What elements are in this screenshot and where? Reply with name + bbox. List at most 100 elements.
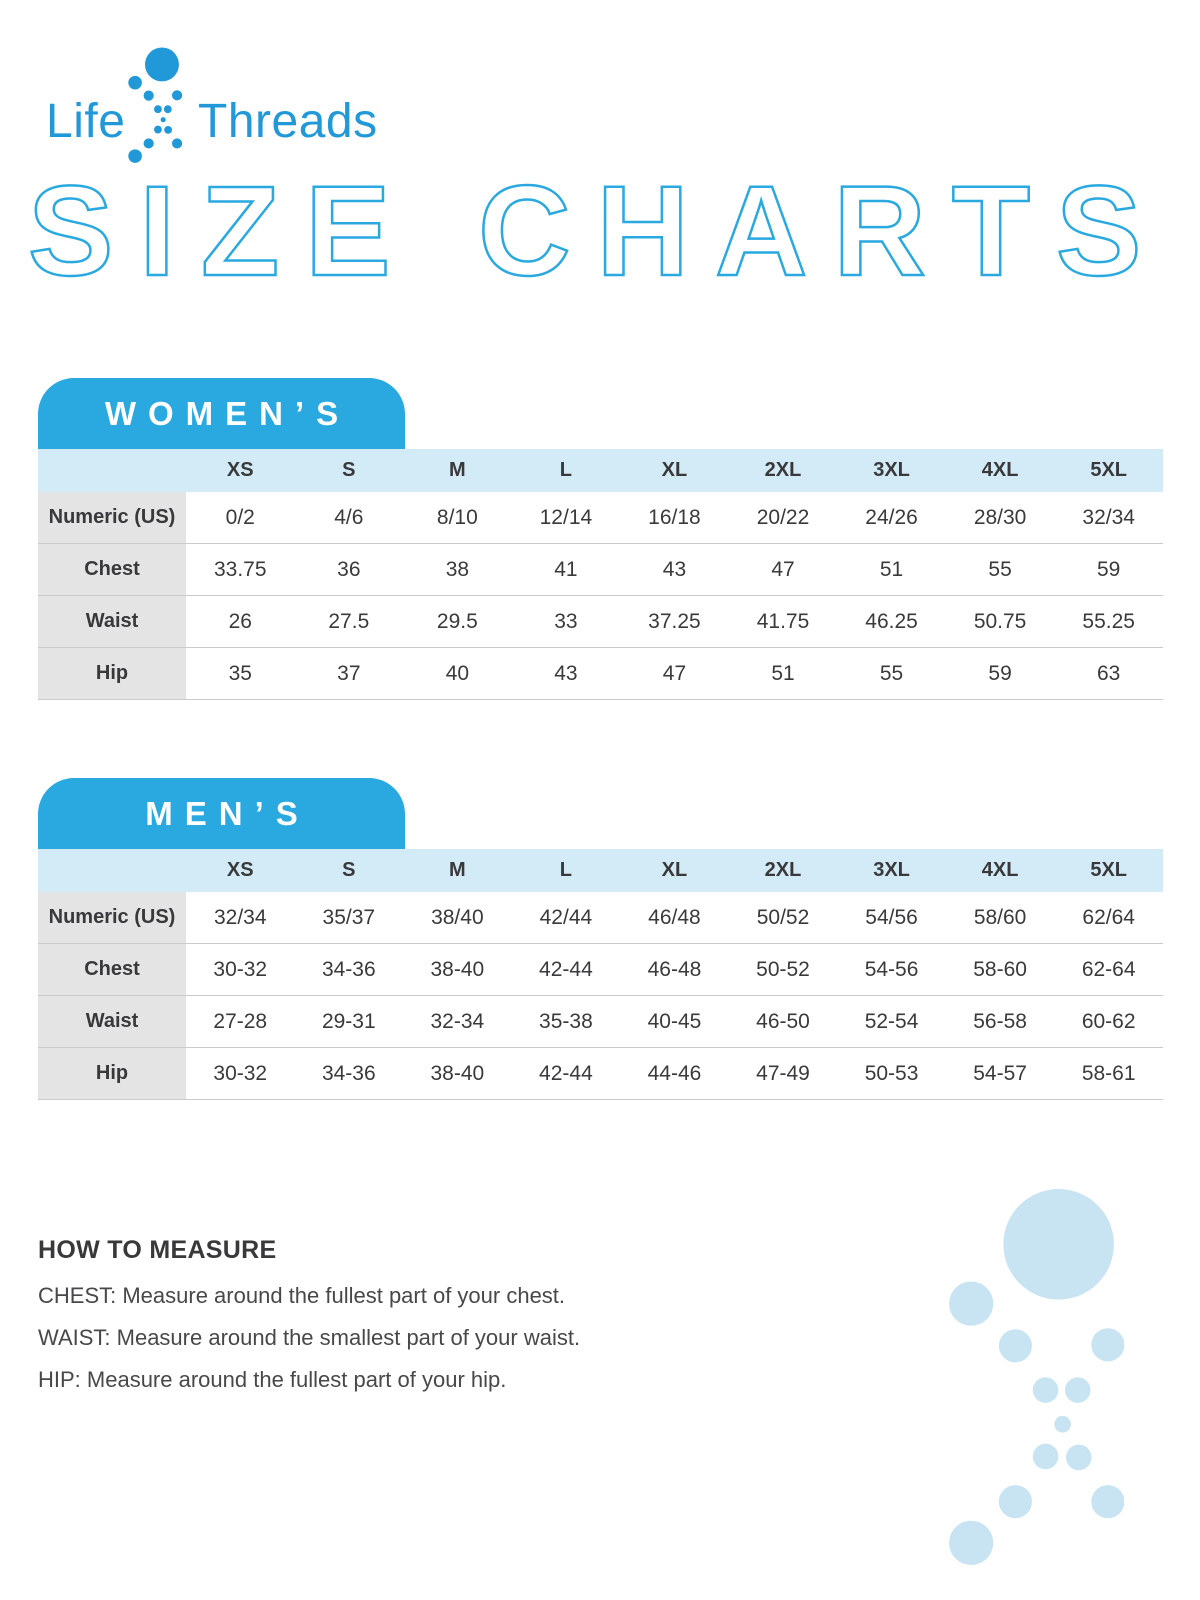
table-row: Hip 30-32 34-36 38-40 42-44 44-46 47-49 … xyxy=(38,1047,1163,1100)
cell: 43 xyxy=(511,647,621,700)
cell: 50-53 xyxy=(837,1047,946,1100)
cell: 40-45 xyxy=(620,995,729,1048)
cell: 8/10 xyxy=(403,492,512,544)
cell: 54-56 xyxy=(837,943,946,996)
cell: 38-40 xyxy=(403,1047,512,1100)
row-label: Hip xyxy=(38,647,186,700)
size-col-header: XL xyxy=(620,449,729,492)
cell: 16/18 xyxy=(620,492,729,544)
size-col-header: 2XL xyxy=(728,849,838,892)
cell: 37.25 xyxy=(620,595,729,648)
size-col-header: XS xyxy=(186,449,295,492)
cell: 55 xyxy=(837,647,946,700)
cell: 46/48 xyxy=(620,892,729,944)
cell: 26 xyxy=(186,595,295,648)
table-row: Numeric (US) 32/34 35/37 38/40 42/44 46/… xyxy=(38,892,1163,944)
cell: 32/34 xyxy=(186,892,295,944)
size-col-header: 2XL xyxy=(728,449,838,492)
cell: 40 xyxy=(403,647,512,700)
cell: 20/22 xyxy=(728,492,838,544)
cell: 55 xyxy=(945,543,1055,596)
cell: 29-31 xyxy=(294,995,404,1048)
size-col-header: M xyxy=(403,849,512,892)
how-to-measure-heading: HOW TO MEASURE xyxy=(38,1236,277,1264)
table-row: Chest 30-32 34-36 38-40 42-44 46-48 50-5… xyxy=(38,943,1163,996)
cell: 42-44 xyxy=(511,943,621,996)
cell: 46-50 xyxy=(728,995,838,1048)
cell: 41 xyxy=(511,543,621,596)
row-label: Chest xyxy=(38,543,186,596)
cell: 30-32 xyxy=(186,1047,295,1100)
cell: 59 xyxy=(945,647,1055,700)
womens-tab: WOMEN’S xyxy=(38,378,405,449)
cell: 58-60 xyxy=(945,943,1055,996)
cell: 47 xyxy=(620,647,729,700)
cell: 12/14 xyxy=(511,492,621,544)
cell: 51 xyxy=(728,647,838,700)
cell: 4/6 xyxy=(294,492,404,544)
cell: 29.5 xyxy=(403,595,512,648)
cell: 38 xyxy=(403,543,512,596)
cell: 35 xyxy=(186,647,295,700)
logo-text-life: Life xyxy=(46,95,126,148)
cell: 42/44 xyxy=(511,892,621,944)
cell: 33.75 xyxy=(186,543,295,596)
measure-instruction-hip: HIP: Measure around the fullest part of … xyxy=(38,1366,507,1392)
womens-tab-label: WOMEN’S xyxy=(104,394,351,432)
cell: 50.75 xyxy=(945,595,1055,648)
cell: 59 xyxy=(1054,543,1163,596)
cell: 38-40 xyxy=(403,943,512,996)
cell: 56-58 xyxy=(945,995,1055,1048)
cell: 54-57 xyxy=(945,1047,1055,1100)
mens-section: MEN’S XS S M L XL 2XL 3XL 4XL 5XL xyxy=(38,778,1163,1100)
size-col-header: 5XL xyxy=(1054,849,1163,892)
table-row: Waist 26 27.5 29.5 33 37.25 41.75 46.25 … xyxy=(38,595,1163,648)
mens-tab-label: MEN’S xyxy=(145,794,310,832)
cell: 32/34 xyxy=(1054,492,1163,544)
cell: 41.75 xyxy=(728,595,838,648)
page-title: SIZE CHARTS xyxy=(27,160,1168,303)
cell: 30-32 xyxy=(186,943,295,996)
size-col-header: 4XL xyxy=(945,449,1055,492)
cell: 32-34 xyxy=(403,995,512,1048)
cell: 34-36 xyxy=(294,1047,404,1100)
cell: 52-54 xyxy=(837,995,946,1048)
cell: 43 xyxy=(620,543,729,596)
cell: 47 xyxy=(728,543,838,596)
cell: 50-52 xyxy=(728,943,838,996)
womens-header-row: XS S M L XL 2XL 3XL 4XL 5XL xyxy=(38,449,1163,492)
womens-size-table: XS S M L XL 2XL 3XL 4XL 5XL Numeric (US)… xyxy=(38,449,1163,700)
row-label: Hip xyxy=(38,1047,186,1100)
cell: 27.5 xyxy=(294,595,404,648)
table-row: Waist 27-28 29-31 32-34 35-38 40-45 46-5… xyxy=(38,995,1163,1048)
table-row: Hip 35 37 40 43 47 51 55 59 63 xyxy=(38,647,1163,700)
measure-instruction-waist: WAIST: Measure around the smallest part … xyxy=(38,1324,581,1350)
size-col-header: XS xyxy=(186,849,295,892)
cell: 46.25 xyxy=(837,595,946,648)
cell: 38/40 xyxy=(403,892,512,944)
cell: 63 xyxy=(1054,647,1163,700)
table-row: Numeric (US) 0/2 4/6 8/10 12/14 16/18 20… xyxy=(38,492,1163,544)
how-to-measure-section: HOW TO MEASURE CHEST: Measure around the… xyxy=(38,1236,678,1409)
cell: 0/2 xyxy=(186,492,295,544)
mens-tab: MEN’S xyxy=(38,778,405,849)
cell: 27-28 xyxy=(186,995,295,1048)
cell: 51 xyxy=(837,543,946,596)
womens-section: WOMEN’S XS S M L XL 2XL 3XL 4XL 5XL xyxy=(38,378,1163,700)
cell: 36 xyxy=(294,543,404,596)
cell: 35/37 xyxy=(294,892,404,944)
logo-text-threads: Threads xyxy=(198,95,378,148)
cell: 54/56 xyxy=(837,892,946,944)
size-col-header: XL xyxy=(620,849,729,892)
size-col-header: 3XL xyxy=(837,849,946,892)
row-label: Numeric (US) xyxy=(38,492,186,544)
cell: 28/30 xyxy=(945,492,1055,544)
mens-size-table: XS S M L XL 2XL 3XL 4XL 5XL Numeric (US)… xyxy=(38,849,1163,1100)
logo-dots-icon xyxy=(128,47,182,163)
cell: 44-46 xyxy=(620,1047,729,1100)
size-col-header: L xyxy=(511,449,621,492)
row-label: Waist xyxy=(38,595,186,648)
size-col-header: 4XL xyxy=(945,849,1055,892)
corner-cell xyxy=(38,849,186,892)
cell: 60-62 xyxy=(1054,995,1163,1048)
